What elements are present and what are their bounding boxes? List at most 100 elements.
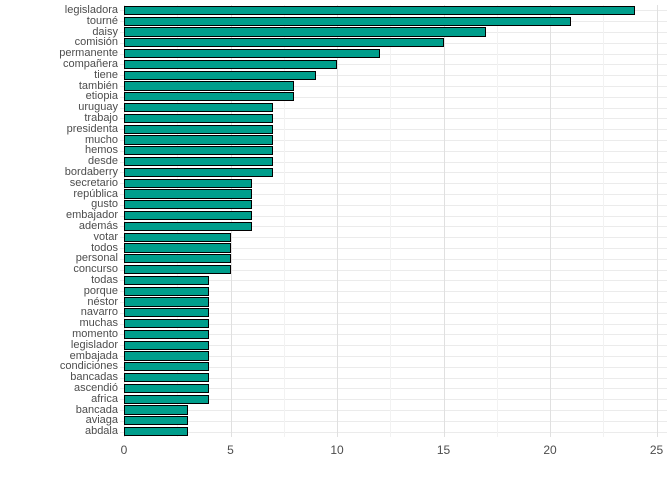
- gridline-horizontal: [120, 215, 667, 217]
- y-axis-label: navarro: [80, 306, 118, 319]
- gridline-horizontal: [120, 237, 667, 239]
- y-axis-label: néstor: [87, 295, 118, 308]
- bar-etiopia: [124, 92, 295, 102]
- x-axis-tick-label: 25: [649, 443, 664, 457]
- y-axis-label: bancadas: [70, 371, 118, 384]
- y-axis-label: legislador: [70, 338, 118, 351]
- x-axis-tick-label: 15: [436, 443, 451, 457]
- gridline-vertical-major: [124, 5, 125, 437]
- y-axis-label: personal: [75, 252, 118, 265]
- y-axis-label: también: [78, 79, 118, 92]
- gridline-vertical-major: [443, 5, 445, 437]
- bar-compañera: [124, 59, 337, 69]
- y-axis-label: concurso: [73, 263, 118, 276]
- y-axis-label: comisión: [74, 36, 118, 49]
- bar-votar: [124, 232, 231, 242]
- bar-además: [124, 221, 252, 231]
- bar-muchas: [124, 319, 210, 329]
- gridline-horizontal: [120, 431, 667, 433]
- gridline-horizontal: [120, 150, 667, 152]
- bar-tourné: [124, 16, 572, 26]
- y-axis-label: africa: [91, 392, 118, 405]
- y-axis-label: legisladora: [64, 4, 118, 16]
- gridline-horizontal: [120, 129, 667, 131]
- gridline-horizontal: [120, 248, 667, 249]
- bar-secretario: [124, 178, 252, 188]
- gridline-horizontal: [120, 226, 667, 228]
- y-axis-label: momento: [72, 328, 118, 340]
- gridline-horizontal: [120, 161, 667, 163]
- y-axis-label: hemos: [84, 144, 118, 157]
- gridline-horizontal: [120, 258, 667, 260]
- y-axis-label: ascendió: [73, 382, 118, 394]
- bar-hemos: [124, 146, 274, 156]
- bar-aviaga: [124, 416, 188, 426]
- bar-daisy: [124, 27, 487, 37]
- gridline-horizontal: [120, 302, 667, 303]
- bar-trabajo: [124, 113, 274, 123]
- bar-condiciones: [124, 362, 210, 372]
- gridline-horizontal: [120, 204, 667, 206]
- gridline-vertical-minor: [283, 5, 285, 437]
- x-axis-tick-label: 5: [227, 443, 234, 457]
- gridline-vertical-major: [230, 5, 232, 437]
- y-axis-label: abdala: [84, 425, 118, 438]
- bar-república: [124, 189, 252, 199]
- bar-personal: [124, 254, 231, 264]
- y-axis-label: tourné: [86, 14, 118, 27]
- bar-africa: [124, 394, 210, 404]
- bar-todos: [124, 243, 231, 253]
- gridline-vertical-minor: [390, 5, 392, 437]
- gridline-horizontal: [120, 183, 667, 185]
- gridline-horizontal: [120, 366, 667, 368]
- bar-presidenta: [124, 124, 274, 134]
- bar-bancada: [124, 405, 188, 415]
- y-axis-label: votar: [93, 230, 118, 243]
- bar-permanente: [124, 49, 380, 59]
- gridline-horizontal: [120, 323, 667, 325]
- bar-embajada: [124, 351, 210, 361]
- x-axis-tick-label: 0: [120, 443, 128, 457]
- y-axis-label: condiciones: [59, 360, 118, 373]
- y-axis-label: gusto: [91, 198, 118, 211]
- gridline-horizontal: [120, 291, 667, 293]
- y-axis-label: bancada: [75, 403, 118, 416]
- bar-tiene: [124, 70, 316, 80]
- gridline-horizontal: [120, 312, 667, 314]
- bar-mucho: [124, 135, 274, 145]
- bar-legisladora: [124, 5, 636, 15]
- y-axis-label: compañera: [62, 58, 118, 70]
- gridline-horizontal: [120, 334, 667, 336]
- gridline-horizontal: [120, 420, 667, 422]
- y-axis-label: daisy: [92, 25, 118, 38]
- y-axis-label: embajador: [66, 209, 118, 222]
- gridline-horizontal: [120, 64, 667, 66]
- gridline-vertical-major: [656, 5, 658, 437]
- y-axis-label: permanente: [59, 47, 118, 60]
- y-axis-label: embajada: [69, 349, 118, 362]
- y-axis-label: desde: [88, 155, 118, 168]
- bar-todas: [124, 275, 210, 285]
- gridline-horizontal: [120, 356, 667, 357]
- y-axis-label: república: [73, 187, 118, 200]
- gridline-horizontal: [120, 96, 667, 98]
- y-axis-label: tiene: [94, 68, 118, 81]
- x-axis-tick-label: 20: [543, 443, 557, 457]
- gridline-horizontal: [120, 388, 667, 390]
- y-axis-label: mucho: [84, 133, 118, 146]
- gridline-vertical-minor: [177, 5, 179, 437]
- y-axis-label: secretario: [69, 176, 118, 189]
- y-axis-label: bordaberry: [64, 166, 118, 178]
- bar-legislador: [124, 340, 210, 350]
- gridline-horizontal: [120, 107, 667, 109]
- y-axis-label: aviaga: [85, 414, 118, 427]
- gridline-vertical-major: [550, 5, 551, 437]
- bar-navarro: [124, 308, 210, 318]
- y-axis-label: presidenta: [66, 122, 118, 135]
- gridline-horizontal: [120, 53, 667, 55]
- x-axis-tick-label: 10: [330, 443, 344, 457]
- y-axis-label: todas: [91, 274, 118, 286]
- gridline-horizontal: [120, 410, 667, 411]
- gridline-horizontal: [120, 172, 667, 174]
